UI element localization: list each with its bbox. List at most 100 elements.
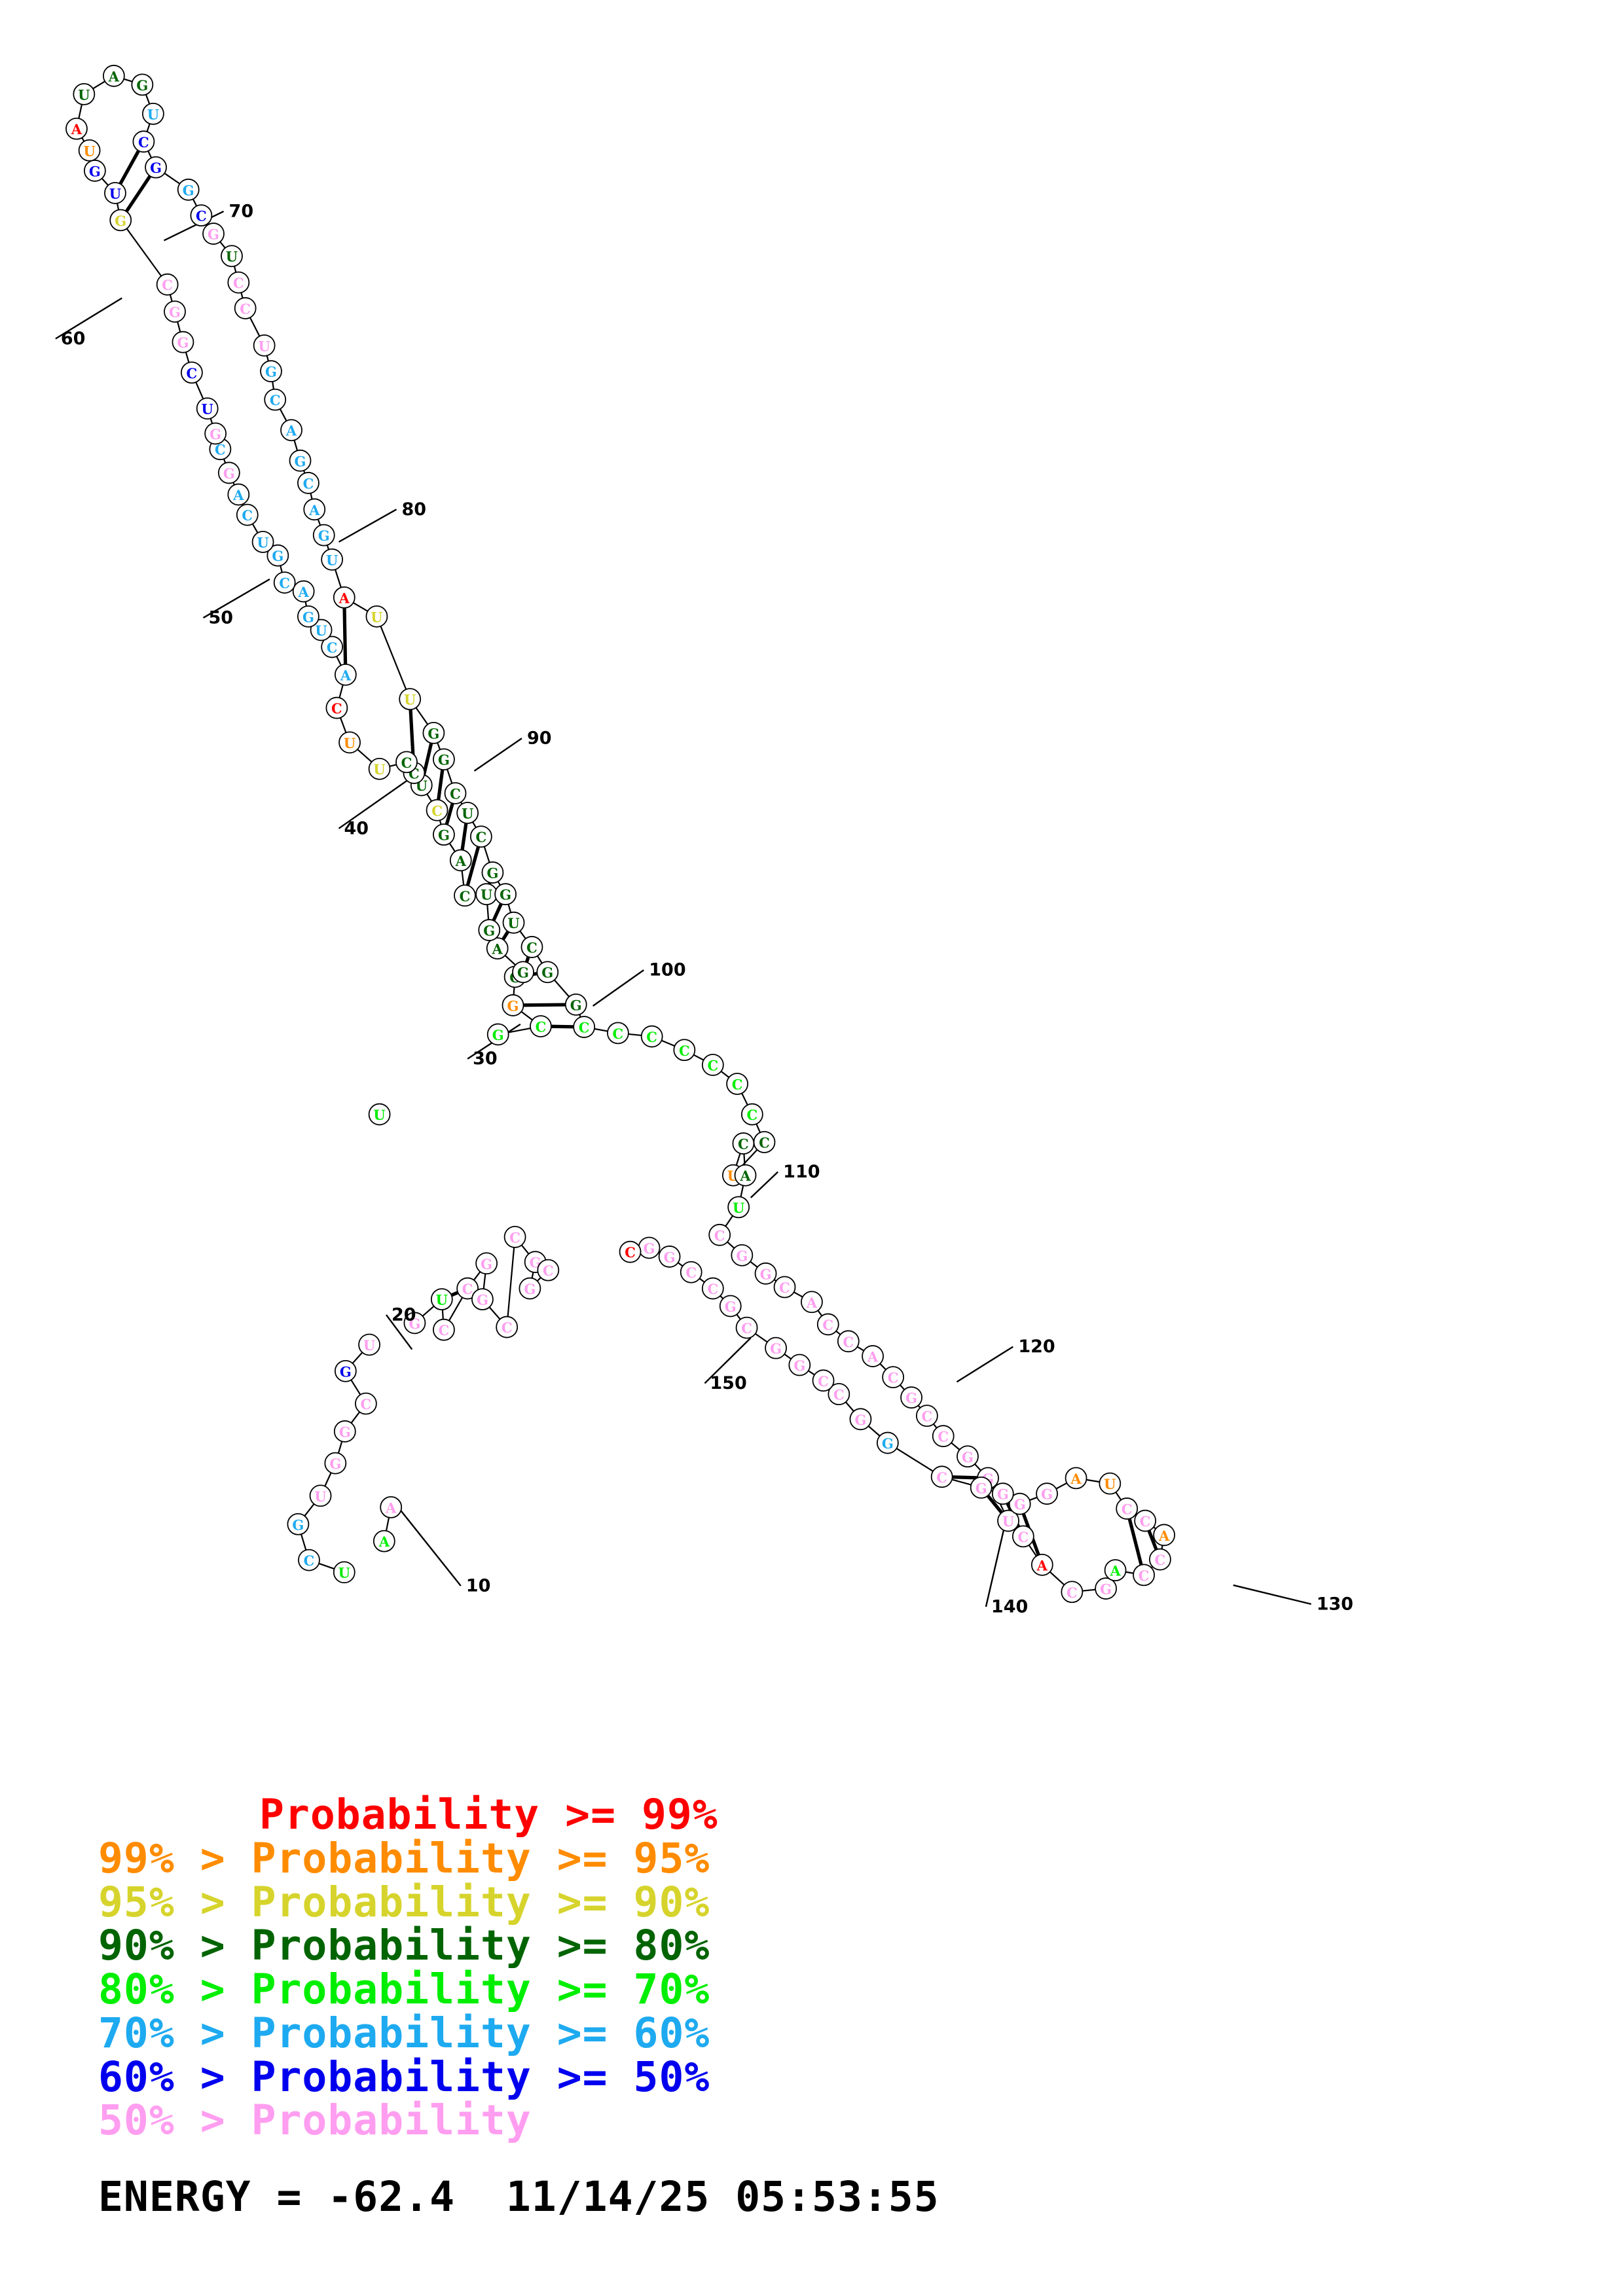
nucleotide[interactable]: C [708, 1223, 731, 1246]
nucleotide[interactable]: A [65, 117, 88, 140]
nucleotide[interactable]: G [876, 1431, 899, 1454]
nucleotide[interactable]: U [104, 182, 126, 204]
nucleotide[interactable]: C [1012, 1525, 1034, 1548]
nucleotide[interactable]: G [638, 1236, 661, 1259]
nucleotide[interactable]: G [422, 721, 445, 744]
nucleotide[interactable]: A [1104, 1559, 1127, 1582]
nucleotide[interactable]: C [132, 130, 155, 153]
nucleotide[interactable]: G [512, 961, 534, 984]
nucleotide[interactable]: A [449, 849, 472, 872]
nucleotide[interactable]: C [227, 271, 250, 294]
nucleotide[interactable]: G [991, 1482, 1014, 1505]
nucleotide[interactable]: G [131, 73, 154, 96]
nucleotide[interactable]: C [444, 782, 467, 804]
nucleotide[interactable]: U [502, 911, 525, 934]
nucleotide[interactable]: G [109, 209, 132, 232]
nucleotide[interactable]: C [520, 936, 543, 958]
nucleotide[interactable]: G [501, 994, 524, 1016]
nucleotide[interactable]: C [732, 1132, 755, 1155]
nucleotide[interactable]: C [701, 1054, 724, 1076]
nucleotide[interactable]: A [801, 1291, 823, 1314]
nucleotide[interactable]: C [915, 1405, 938, 1427]
nucleotide[interactable]: C [456, 1277, 479, 1300]
nucleotide[interactable]: C [740, 1103, 763, 1126]
nucleotide[interactable]: G [172, 331, 194, 353]
nucleotide[interactable]: G [957, 1445, 979, 1468]
nucleotide[interactable]: C [321, 636, 344, 658]
nucleotide[interactable]: G [1095, 1577, 1118, 1600]
nucleotide[interactable]: C [573, 1016, 596, 1038]
nucleotide[interactable]: G [403, 1312, 426, 1335]
nucleotide[interactable]: G [564, 994, 587, 1016]
nucleotide[interactable]: A [734, 1164, 757, 1187]
nucleotide[interactable]: U [368, 1103, 391, 1126]
nucleotide[interactable]: C [773, 1276, 796, 1299]
nucleotide[interactable]: G [204, 422, 227, 445]
nucleotide[interactable]: C [1116, 1498, 1139, 1520]
nucleotide[interactable]: G [658, 1246, 681, 1268]
nucleotide[interactable]: U [399, 688, 422, 711]
nucleotide[interactable]: C [469, 825, 492, 848]
nucleotide[interactable]: G [202, 223, 225, 245]
nucleotide[interactable]: C [930, 1465, 953, 1488]
nucleotide[interactable]: C [426, 798, 448, 821]
nucleotide[interactable]: U [310, 619, 333, 641]
nucleotide[interactable]: G [849, 1408, 872, 1431]
nucleotide[interactable]: C [298, 1549, 320, 1571]
nucleotide[interactable]: A [292, 580, 315, 603]
nucleotide[interactable]: U [253, 334, 276, 357]
nucleotide[interactable]: C [325, 696, 348, 719]
nucleotide[interactable]: A [102, 65, 125, 87]
nucleotide[interactable]: C [234, 297, 257, 319]
nucleotide[interactable]: G [433, 748, 455, 771]
nucleotide[interactable]: C [680, 1261, 702, 1283]
nucleotide[interactable]: C [837, 1330, 860, 1353]
nucleotide[interactable]: G [481, 861, 504, 884]
nucleotide[interactable]: C [882, 1366, 905, 1389]
nucleotide[interactable]: G [471, 1288, 494, 1311]
nucleotide[interactable]: G [297, 605, 319, 628]
nucleotide[interactable]: U [1099, 1472, 1122, 1495]
nucleotide[interactable]: G [1036, 1482, 1058, 1505]
nucleotide[interactable]: U [251, 531, 274, 553]
nucleotide[interactable]: C [619, 1240, 642, 1263]
nucleotide[interactable]: A [227, 483, 250, 506]
nucleotide[interactable]: U [727, 1196, 750, 1219]
nucleotide[interactable]: A [380, 1496, 403, 1518]
nucleotide[interactable]: C [701, 1277, 724, 1300]
nucleotide[interactable]: A [1065, 1467, 1087, 1490]
nucleotide[interactable]: G [324, 1452, 347, 1475]
nucleotide[interactable]: U [78, 139, 101, 162]
nucleotide[interactable]: C [828, 1383, 850, 1405]
nucleotide[interactable]: U [430, 1288, 453, 1311]
nucleotide[interactable]: G [334, 1359, 357, 1382]
nucleotide[interactable]: A [303, 498, 326, 521]
nucleotide[interactable]: G [83, 159, 106, 182]
nucleotide[interactable]: C [1134, 1509, 1157, 1532]
nucleotide[interactable]: C [454, 884, 476, 907]
nucleotide[interactable]: U [73, 82, 96, 105]
nucleotide[interactable]: U [196, 397, 219, 420]
nucleotide[interactable]: G [1008, 1492, 1031, 1515]
nucleotide[interactable]: C [496, 1316, 519, 1338]
nucleotide[interactable]: G [719, 1295, 742, 1318]
nucleotide[interactable]: A [1153, 1524, 1176, 1547]
nucleotide[interactable]: C [433, 1318, 455, 1341]
nucleotide[interactable]: C [530, 1015, 552, 1037]
nucleotide[interactable]: C [816, 1313, 839, 1336]
nucleotide[interactable]: G [486, 1023, 509, 1046]
nucleotide[interactable]: C [264, 388, 287, 411]
nucleotide[interactable]: G [433, 823, 455, 846]
nucleotide[interactable]: C [607, 1022, 629, 1045]
nucleotide[interactable]: C [190, 204, 213, 227]
nucleotide[interactable]: G [765, 1336, 787, 1359]
nucleotide[interactable]: C [812, 1369, 835, 1392]
nucleotide[interactable]: U [321, 548, 344, 571]
nucleotide[interactable]: C [1133, 1564, 1155, 1587]
nucleotide[interactable]: A [862, 1345, 884, 1367]
nucleotide[interactable]: U [475, 883, 498, 906]
nucleotide[interactable]: U [338, 731, 361, 754]
nucleotide[interactable]: U [368, 757, 391, 780]
nucleotide[interactable]: C [673, 1039, 696, 1062]
nucleotide[interactable]: G [145, 156, 167, 179]
